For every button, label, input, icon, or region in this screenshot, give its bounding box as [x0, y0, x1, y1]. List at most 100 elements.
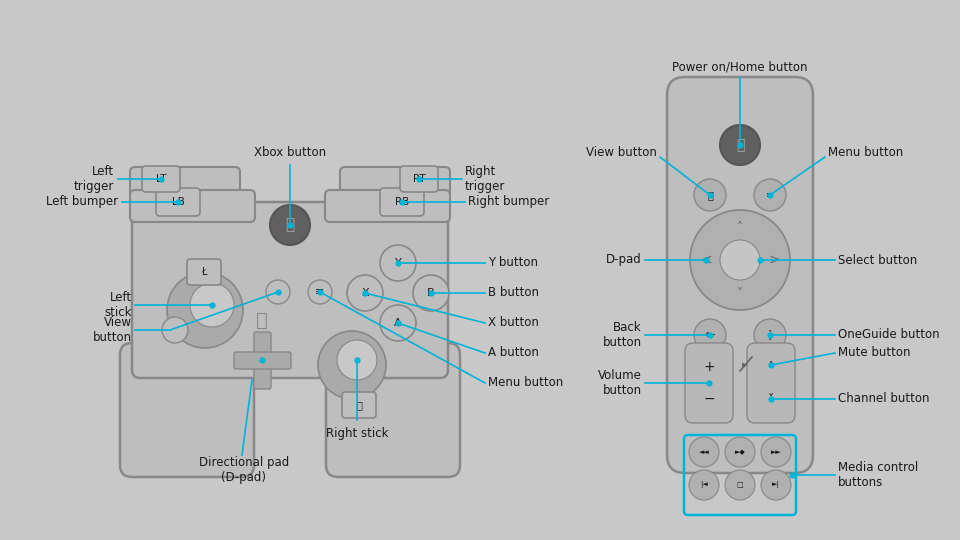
Text: OneGuide button: OneGuide button: [838, 328, 940, 341]
Text: Right bumper: Right bumper: [468, 195, 549, 208]
Text: Right
trigger: Right trigger: [465, 165, 505, 193]
Text: □: □: [736, 482, 743, 488]
Circle shape: [167, 272, 243, 348]
Circle shape: [720, 240, 760, 280]
Text: Power on/Home button: Power on/Home button: [672, 60, 807, 73]
FancyBboxPatch shape: [667, 77, 813, 473]
Text: +: +: [703, 360, 715, 374]
FancyBboxPatch shape: [142, 166, 180, 192]
Circle shape: [162, 317, 188, 343]
Text: ►◆: ►◆: [734, 449, 745, 455]
Circle shape: [754, 179, 786, 211]
Text: LB: LB: [172, 197, 184, 207]
Text: B: B: [427, 288, 435, 298]
Text: Y button: Y button: [488, 256, 538, 269]
Text: A: A: [395, 318, 402, 328]
Circle shape: [694, 179, 726, 211]
Text: A button: A button: [488, 347, 539, 360]
Text: D-pad: D-pad: [607, 253, 642, 267]
Circle shape: [270, 205, 310, 245]
Text: Left
trigger: Left trigger: [74, 165, 114, 193]
FancyBboxPatch shape: [342, 392, 376, 418]
FancyBboxPatch shape: [120, 343, 254, 477]
Text: ►|: ►|: [772, 482, 780, 489]
Text: ˄: ˄: [768, 361, 774, 374]
FancyBboxPatch shape: [156, 188, 200, 216]
Circle shape: [380, 245, 416, 281]
Text: ◄◄: ◄◄: [699, 449, 709, 455]
Circle shape: [754, 319, 786, 351]
FancyBboxPatch shape: [340, 167, 450, 197]
Text: Left bumper: Left bumper: [46, 195, 118, 208]
Circle shape: [380, 305, 416, 341]
Text: Select button: Select button: [838, 253, 917, 267]
Text: Menu button: Menu button: [488, 376, 564, 389]
Text: View button: View button: [587, 146, 657, 159]
Text: RT: RT: [413, 174, 425, 184]
Circle shape: [720, 125, 760, 165]
Circle shape: [308, 280, 332, 304]
Circle shape: [725, 437, 755, 467]
Text: Ⓧ: Ⓧ: [285, 218, 295, 233]
FancyBboxPatch shape: [326, 343, 460, 477]
Text: Back
button: Back button: [603, 321, 642, 349]
Text: <: <: [700, 253, 711, 267]
Text: Mute button: Mute button: [838, 347, 910, 360]
Circle shape: [694, 319, 726, 351]
Text: RB: RB: [395, 197, 409, 207]
Circle shape: [337, 340, 377, 380]
Text: ▸: ▸: [742, 360, 748, 370]
FancyBboxPatch shape: [254, 332, 271, 389]
Text: Y: Y: [395, 258, 401, 268]
Circle shape: [190, 283, 234, 327]
FancyBboxPatch shape: [234, 352, 291, 369]
Text: Ł: Ł: [202, 267, 206, 277]
Text: Xbox button: Xbox button: [254, 145, 326, 159]
Text: ←: ←: [705, 328, 715, 341]
Text: ➕: ➕: [256, 310, 268, 329]
Text: Directional pad
(D-pad): Directional pad (D-pad): [199, 456, 289, 484]
FancyBboxPatch shape: [130, 190, 255, 222]
Text: ≡: ≡: [766, 190, 774, 200]
FancyBboxPatch shape: [187, 259, 221, 285]
Circle shape: [690, 210, 790, 310]
Text: X button: X button: [488, 316, 539, 329]
FancyBboxPatch shape: [380, 188, 424, 216]
Text: ►►: ►►: [771, 449, 781, 455]
Circle shape: [266, 280, 290, 304]
Text: Left
stick: Left stick: [105, 291, 132, 319]
Text: ˅: ˅: [737, 287, 743, 300]
Circle shape: [725, 470, 755, 500]
FancyBboxPatch shape: [130, 167, 240, 197]
Text: Ⓡ: Ⓡ: [356, 400, 362, 410]
Text: LT: LT: [156, 174, 166, 184]
Text: ⋮: ⋮: [764, 328, 777, 341]
Circle shape: [689, 470, 719, 500]
Circle shape: [347, 275, 383, 311]
Circle shape: [761, 437, 791, 467]
Circle shape: [689, 437, 719, 467]
Circle shape: [761, 470, 791, 500]
Text: ˄: ˄: [737, 220, 743, 233]
Circle shape: [318, 331, 386, 399]
Text: View
button: View button: [93, 316, 132, 344]
Text: |◄: |◄: [700, 482, 708, 489]
Text: Ⓧ: Ⓧ: [735, 138, 744, 152]
Text: X: X: [361, 288, 369, 298]
FancyBboxPatch shape: [132, 202, 448, 378]
FancyBboxPatch shape: [400, 166, 438, 192]
FancyBboxPatch shape: [685, 343, 733, 423]
Text: −: −: [703, 392, 715, 406]
Circle shape: [413, 275, 449, 311]
Text: Channel button: Channel button: [838, 393, 929, 406]
Text: ˅: ˅: [768, 393, 774, 406]
Text: ≡: ≡: [315, 287, 324, 297]
Text: B button: B button: [488, 287, 539, 300]
FancyBboxPatch shape: [747, 343, 795, 423]
Text: ⧉: ⧉: [708, 190, 713, 200]
Text: Menu button: Menu button: [828, 146, 903, 159]
Text: Right stick: Right stick: [325, 427, 388, 440]
Text: Media control
buttons: Media control buttons: [838, 461, 919, 489]
Text: Volume
button: Volume button: [598, 369, 642, 397]
Text: >: >: [768, 253, 780, 267]
